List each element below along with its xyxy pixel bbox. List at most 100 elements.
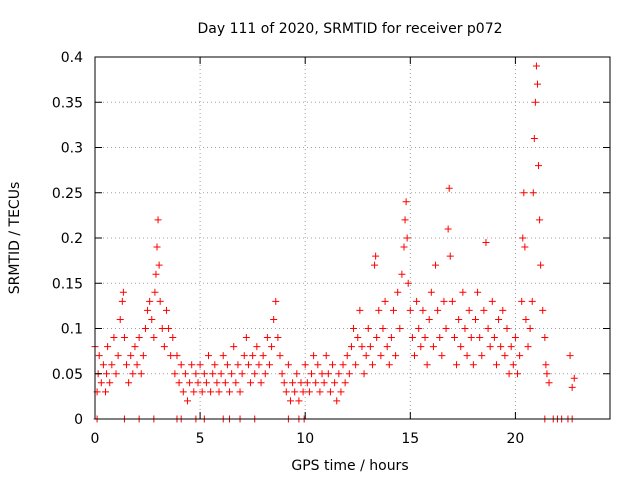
data-point — [543, 370, 551, 378]
data-point — [259, 352, 267, 360]
data-point — [234, 361, 242, 369]
data-point — [358, 343, 366, 351]
data-point — [379, 325, 387, 332]
data-point — [127, 352, 135, 360]
data-point — [457, 343, 465, 351]
data-point — [255, 361, 263, 369]
data-point — [236, 388, 244, 396]
data-point — [188, 361, 196, 369]
data-point — [221, 379, 229, 387]
data-point — [480, 306, 488, 314]
data-point — [536, 216, 544, 224]
data-point — [196, 361, 204, 369]
data-point — [469, 361, 477, 369]
data-point — [114, 352, 122, 360]
data-point — [108, 361, 116, 369]
data-point — [316, 388, 324, 396]
data-point — [297, 379, 305, 387]
data-point — [471, 315, 479, 323]
data-point — [505, 370, 513, 378]
data-point — [526, 325, 534, 332]
data-point — [371, 261, 379, 269]
data-point — [232, 379, 240, 387]
data-point — [95, 352, 103, 360]
data-point — [314, 361, 322, 369]
x-tick-labels: 0 5 10 15 20 — [91, 431, 525, 447]
data-point — [305, 388, 313, 396]
data-point — [446, 252, 454, 260]
data-point — [465, 306, 473, 314]
data-point — [537, 261, 545, 269]
data-point — [226, 388, 234, 396]
y-axis-label: SRMTID / TECUs — [7, 182, 23, 295]
data-point — [240, 352, 248, 360]
data-point — [276, 352, 284, 360]
data-point — [318, 370, 326, 378]
data-point — [516, 352, 524, 360]
data-point — [335, 370, 343, 378]
data-point — [139, 352, 147, 360]
data-point — [120, 334, 128, 342]
data-point — [389, 306, 397, 314]
data-point — [293, 370, 301, 378]
data-point — [175, 379, 183, 387]
data-point — [270, 315, 278, 323]
data-point — [169, 334, 177, 342]
data-point — [429, 343, 437, 351]
data-point — [442, 325, 450, 332]
data-point — [219, 352, 227, 360]
data-point — [519, 234, 527, 242]
y-tick-label: 0.05 — [52, 367, 83, 383]
y-tick-label: 0.4 — [61, 50, 83, 66]
data-point — [183, 397, 191, 405]
data-point — [533, 80, 541, 88]
data-point — [242, 334, 250, 342]
data-point — [156, 297, 164, 305]
data-point — [268, 343, 276, 351]
data-point — [444, 225, 452, 233]
data-point — [198, 388, 206, 396]
data-point — [415, 325, 423, 332]
data-point — [541, 334, 549, 342]
x-tick-label: 5 — [196, 431, 205, 447]
data-point — [364, 325, 372, 332]
data-point — [257, 379, 265, 387]
data-point — [411, 352, 419, 360]
data-point — [497, 343, 505, 351]
data-point — [289, 379, 297, 387]
data-point — [372, 252, 380, 260]
data-point — [251, 370, 259, 378]
data-point — [490, 334, 498, 342]
data-point — [253, 343, 261, 351]
data-point — [398, 270, 406, 278]
data-point — [520, 189, 528, 197]
data-point — [190, 388, 198, 396]
data-point — [217, 370, 225, 378]
data-point — [282, 388, 290, 396]
data-point — [160, 343, 168, 351]
data-point — [228, 370, 236, 378]
data-point — [173, 352, 181, 360]
data-point — [181, 370, 189, 378]
data-point — [106, 379, 114, 387]
data-point — [501, 352, 509, 360]
data-point — [383, 343, 391, 351]
x-tick-label: 10 — [296, 431, 314, 447]
data-point — [524, 343, 532, 351]
data-point — [482, 239, 490, 247]
data-point — [153, 243, 161, 251]
data-point — [263, 334, 271, 342]
data-point — [507, 343, 515, 351]
data-point — [438, 352, 446, 360]
data-point — [310, 352, 318, 360]
data-point — [450, 334, 458, 342]
data-point — [518, 297, 526, 305]
data-point — [459, 288, 467, 296]
data-point — [354, 334, 362, 342]
data-point — [165, 325, 173, 332]
data-point — [223, 361, 231, 369]
data-point — [377, 352, 385, 360]
axis-ticks — [94, 56, 610, 420]
y-tick-label: 0 — [74, 412, 83, 428]
